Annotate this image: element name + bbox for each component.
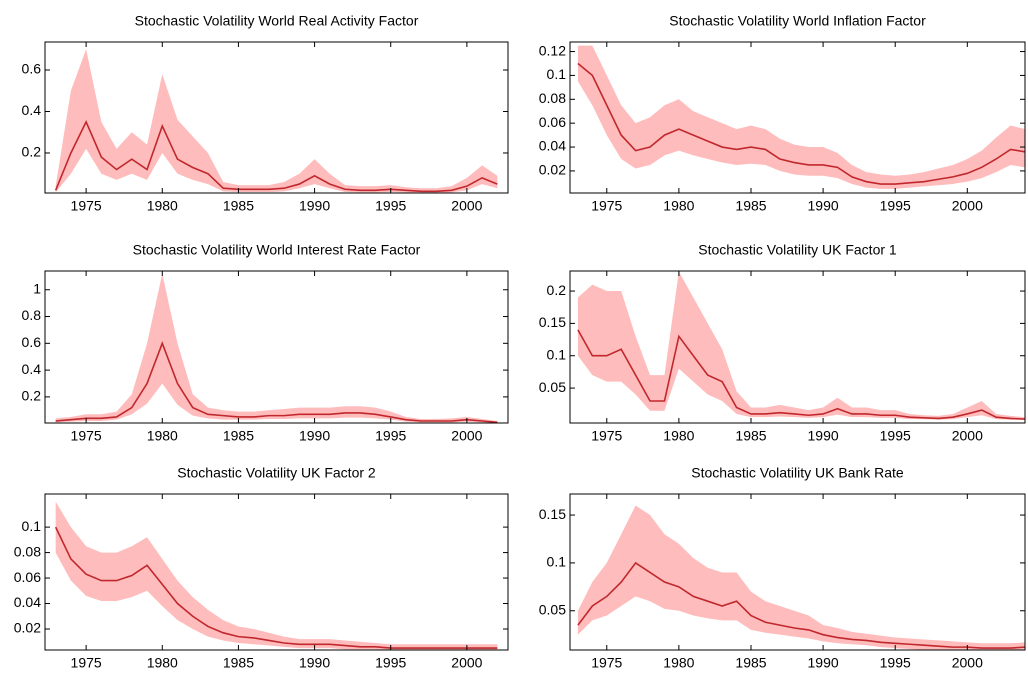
y-tick-label: 0.02 [14, 620, 41, 636]
x-tick-label: 1995 [880, 428, 911, 444]
x-tick-label: 1995 [880, 655, 911, 671]
panel: Stochastic Volatility UK Factor 1 1975 198… [539, 242, 1026, 444]
panel-title: Stochastic Volatility UK Factor 1 [698, 242, 897, 258]
x-tick-label: 2000 [451, 198, 482, 214]
x-tick-label: 1985 [735, 198, 766, 214]
panel-title: Stochastic Volatility World Interest Rat… [133, 242, 421, 258]
panel-title: Stochastic Volatility UK Bank Rate [691, 465, 904, 481]
y-tick-label: 0.08 [539, 90, 566, 106]
x-tick-label: 1985 [223, 428, 254, 444]
x-tick-label: 1985 [223, 655, 254, 671]
x-tick-label: 1975 [591, 198, 622, 214]
x-tick-label: 1975 [71, 198, 102, 214]
y-tick-label: 1 [33, 280, 41, 296]
plot-area [54, 501, 498, 650]
y-tick-label: 0.06 [14, 569, 41, 585]
panel: Stochastic Volatility UK Factor 2 1975 198… [14, 465, 509, 671]
panel-title: Stochastic Volatility World Inflation Fa… [669, 13, 926, 29]
y-tick-label: 0.04 [539, 138, 566, 154]
axes-frame [569, 493, 1026, 651]
x-tick-label: 1980 [663, 655, 694, 671]
x-tick-label: 1980 [663, 428, 694, 444]
median-line [55, 341, 498, 423]
x-tick-label: 1990 [808, 198, 839, 214]
y-tick-label: 0.05 [539, 601, 566, 617]
median-line [577, 62, 1025, 185]
x-tick-label: 1985 [735, 428, 766, 444]
x-tick-label: 1985 [223, 198, 254, 214]
x-tick-label: 1995 [375, 428, 406, 444]
y-tick-label: 0.1 [547, 554, 567, 570]
plot-area [577, 505, 1025, 650]
x-tick-label: 1990 [299, 655, 330, 671]
band [55, 49, 498, 193]
x-tick-label: 1995 [880, 198, 911, 214]
y-tick-label: 0.4 [22, 361, 42, 377]
panel: Stochastic Volatility UK Bank Rate 1975 19… [539, 465, 1026, 671]
panel: Stochastic Volatility World Real Activit… [22, 13, 509, 214]
x-tick-label: 1980 [663, 198, 694, 214]
x-tick-label: 1990 [808, 428, 839, 444]
x-tick-label: 1985 [735, 655, 766, 671]
band [55, 273, 498, 423]
axes-frame [569, 41, 1026, 194]
y-tick-label: 0.8 [22, 307, 42, 323]
y-tick-label: 0.02 [539, 162, 566, 178]
panel-title: Stochastic Volatility UK Factor 2 [177, 465, 376, 481]
x-tick-label: 1975 [71, 655, 102, 671]
y-tick-label: 0.1 [547, 346, 567, 362]
y-tick-label: 0.12 [539, 42, 566, 58]
y-tick-label: 0.15 [539, 314, 566, 330]
x-tick-label: 1980 [147, 655, 178, 671]
x-tick-label: 2000 [952, 198, 983, 214]
plot-area [577, 271, 1025, 420]
axes-frame [569, 270, 1026, 424]
median-line [54, 526, 498, 649]
panel-title: Stochastic Volatility World Real Activit… [135, 13, 419, 29]
x-tick-label: 2000 [952, 428, 983, 444]
x-tick-label: 2000 [451, 655, 482, 671]
y-tick-label: 0.2 [547, 282, 567, 298]
band [577, 505, 1025, 650]
axes-frame [44, 493, 509, 651]
axes-frame [44, 270, 509, 424]
median-line [577, 561, 1025, 649]
plot-area [577, 45, 1025, 189]
y-tick-label: 0.2 [22, 388, 42, 404]
x-tick-label: 1980 [147, 198, 178, 214]
y-tick-label: 0.05 [539, 379, 566, 395]
x-tick-label: 1990 [299, 198, 330, 214]
median-line [54, 119, 498, 193]
x-tick-label: 1975 [591, 655, 622, 671]
band [577, 45, 1025, 189]
y-tick-label: 0.6 [22, 334, 42, 350]
band [55, 501, 498, 650]
x-tick-label: 1975 [71, 428, 102, 444]
y-tick-label: 0.1 [547, 66, 567, 82]
band [577, 271, 1025, 420]
x-tick-label: 2000 [952, 655, 983, 671]
y-tick-label: 0.6 [22, 61, 42, 77]
panel: Stochastic Volatility World Interest Rat… [22, 242, 509, 444]
plot-area [55, 273, 498, 423]
y-tick-label: 0.08 [14, 543, 41, 559]
x-tick-label: 1990 [299, 428, 330, 444]
median-line [577, 329, 1025, 420]
y-tick-label: 0.06 [539, 114, 566, 130]
x-tick-label: 1995 [375, 655, 406, 671]
y-tick-label: 0.15 [539, 506, 566, 522]
x-tick-label: 1995 [375, 198, 406, 214]
panel: Stochastic Volatility World Inflation Fa… [539, 13, 1026, 214]
y-tick-label: 0.2 [22, 144, 42, 160]
y-tick-label: 0.4 [22, 102, 42, 118]
x-tick-label: 1975 [591, 428, 622, 444]
y-tick-label: 0.1 [22, 518, 42, 534]
x-tick-label: 2000 [451, 428, 482, 444]
y-tick-label: 0.04 [14, 594, 41, 610]
plot-area [54, 49, 498, 193]
x-tick-label: 1990 [808, 655, 839, 671]
x-tick-label: 1980 [147, 428, 178, 444]
axes-frame [44, 41, 509, 194]
